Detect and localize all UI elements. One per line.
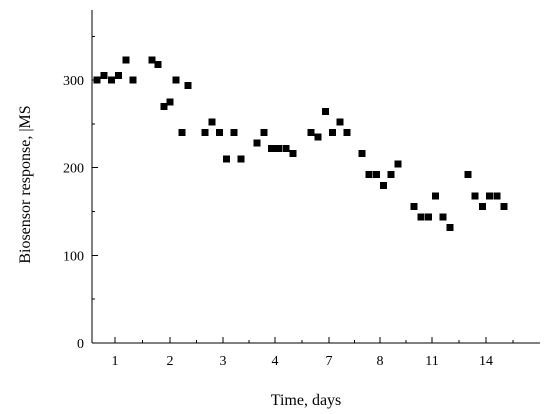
data-point [129, 76, 137, 84]
data-point [464, 171, 472, 179]
data-point [289, 150, 297, 158]
data-point [172, 76, 180, 84]
x-tick-label: 11 [425, 354, 438, 369]
data-point [160, 102, 168, 110]
axes [91, 10, 540, 344]
data-point [215, 129, 223, 137]
x-tick-label: 1 [112, 354, 119, 369]
data-point [343, 129, 351, 137]
data-point [417, 213, 425, 221]
y-ticks: 0 100 200 300 [63, 35, 98, 352]
data-point [380, 181, 388, 189]
y-tick-label: 300 [63, 74, 84, 89]
data-point [321, 108, 329, 116]
data-point [493, 192, 501, 200]
data-point [410, 202, 418, 210]
data-point [471, 192, 479, 200]
data-point [282, 145, 290, 152]
data-point [314, 133, 322, 141]
x-tick-label: 14 [479, 354, 493, 369]
x-tick-label: 8 [377, 354, 384, 369]
data-point [478, 202, 486, 210]
data-point [178, 129, 186, 137]
data-point [275, 145, 283, 152]
data-point [208, 118, 216, 126]
data-point [237, 155, 245, 163]
data-point [107, 76, 115, 84]
data-point [424, 213, 432, 221]
data-point [267, 145, 275, 152]
data-point [100, 72, 108, 80]
data-point [201, 129, 209, 137]
data-point [394, 160, 402, 168]
data-point [230, 129, 238, 137]
x-tick-label: 7 [326, 354, 333, 369]
data-point [329, 129, 337, 137]
data-point [166, 98, 174, 106]
x-tick-label: 3 [220, 354, 227, 369]
data-point [365, 171, 373, 179]
x-axis-title: Time, days [271, 392, 342, 409]
data-point [115, 72, 123, 80]
data-point [372, 171, 380, 179]
data-point [446, 223, 454, 231]
y-tick-label: 100 [63, 249, 84, 264]
x-tick-label: 2 [167, 354, 174, 369]
data-point [184, 81, 192, 89]
data-point [93, 76, 101, 84]
data-point [432, 192, 440, 200]
y-tick-label: 0 [77, 337, 84, 352]
data-point [358, 150, 366, 158]
data-point [336, 118, 344, 126]
data-point [122, 56, 130, 64]
data-point [154, 60, 162, 68]
y-tick-label: 200 [63, 162, 84, 177]
data-point [500, 202, 508, 210]
data-point [260, 129, 268, 137]
x-ticks: 1 2 3 4 7 8 11 14 [112, 337, 514, 369]
data-point [148, 56, 156, 64]
data-point [223, 155, 231, 163]
data-point [439, 213, 447, 221]
data-point [253, 139, 261, 147]
data-points [93, 56, 508, 231]
y-axis-title: Biosensor response, |MS [17, 105, 34, 263]
data-point [307, 129, 315, 137]
data-point [486, 192, 494, 200]
x-tick-label: 4 [272, 354, 279, 369]
data-point [387, 171, 395, 179]
